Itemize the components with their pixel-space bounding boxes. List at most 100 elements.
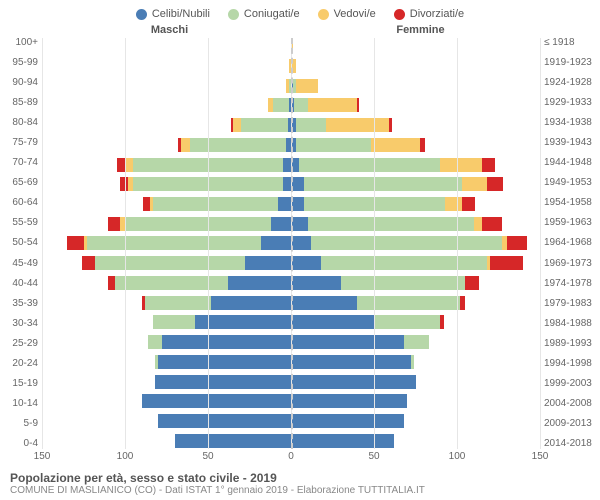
bar-segment (404, 335, 429, 349)
x-tick: 50 (368, 451, 379, 462)
bar-segment (148, 335, 161, 349)
bar-segment (283, 158, 291, 172)
bar-row-male (42, 156, 291, 172)
bar-row-female (291, 393, 540, 409)
females-half (291, 38, 540, 449)
year-label: ≤ 1918 (544, 38, 596, 48)
bar-row-male (42, 433, 291, 449)
year-label: 1934-1938 (544, 118, 596, 128)
bar-row-female (291, 137, 540, 153)
bar-segment (125, 217, 271, 231)
bar-row-female (291, 413, 540, 429)
bar-segment (95, 256, 244, 270)
bar-segment (241, 118, 287, 132)
bar-segment (125, 158, 133, 172)
legend-dot (228, 9, 239, 20)
age-label: 95-99 (4, 58, 38, 68)
bar-segment (341, 276, 466, 290)
age-label: 65-69 (4, 178, 38, 188)
bar-row-male (42, 58, 291, 74)
bar-segment (462, 197, 475, 211)
x-tick: 50 (202, 451, 213, 462)
bar-segment (304, 197, 445, 211)
bar-segment (482, 217, 502, 231)
bar-segment (291, 355, 411, 369)
bar-segment (108, 276, 115, 290)
year-label: 1949-1953 (544, 178, 596, 188)
bar-segment (326, 118, 389, 132)
bar-segment (153, 197, 278, 211)
bar-segment (291, 276, 341, 290)
bar-row-male (42, 97, 291, 113)
year-label: 1939-1943 (544, 138, 596, 148)
bar-segment (67, 236, 84, 250)
bar-segment (115, 276, 228, 290)
bar-segment (291, 217, 308, 231)
bar-segment (291, 236, 311, 250)
legend-dot (318, 9, 329, 20)
bar-row-male (42, 235, 291, 251)
bar-segment (291, 335, 404, 349)
age-label: 5-9 (4, 419, 38, 429)
males-title: Maschi (4, 24, 295, 36)
x-tick: 100 (117, 451, 134, 462)
bar-segment (228, 276, 291, 290)
age-label: 90-94 (4, 78, 38, 88)
bar-segment (311, 236, 502, 250)
bar-row-male (42, 216, 291, 232)
year-label: 1969-1973 (544, 259, 596, 269)
gender-titles: Maschi Femmine (4, 24, 596, 36)
bar-segment (490, 256, 523, 270)
legend-label: Vedovi/e (334, 8, 376, 20)
bar-segment (271, 217, 291, 231)
plot-area (42, 38, 540, 449)
bar-row-male (42, 334, 291, 350)
bar-row-female (291, 216, 540, 232)
legend-dot (394, 9, 405, 20)
bar-row-female (291, 77, 540, 93)
bar-segment (291, 256, 321, 270)
bar-segment (273, 98, 290, 112)
year-label: 1994-1998 (544, 359, 596, 369)
year-label: 1974-1978 (544, 279, 596, 289)
bar-segment (507, 236, 527, 250)
bar-segment (291, 315, 374, 329)
legend-item: Divorziati/e (394, 8, 464, 20)
x-tick: 0 (288, 451, 294, 462)
year-label: 2009-2013 (544, 419, 596, 429)
year-label: 1999-2003 (544, 379, 596, 389)
bar-segment (145, 296, 211, 310)
y-left-title: Fasce di età (0, 156, 3, 213)
bar-row-female (291, 38, 540, 54)
bar-row-female (291, 334, 540, 350)
bar-segment (261, 236, 291, 250)
bar-row-female (291, 156, 540, 172)
bar-segment (460, 296, 465, 310)
center-line (291, 38, 293, 449)
bar-row-female (291, 58, 540, 74)
bar-segment (291, 375, 416, 389)
legend-label: Divorziati/e (410, 8, 464, 20)
year-label: 1919-1923 (544, 58, 596, 68)
bar-row-male (42, 295, 291, 311)
bar-segment (291, 296, 357, 310)
bar-segment (120, 177, 128, 191)
age-label: 45-49 (4, 259, 38, 269)
bar-segment (296, 138, 371, 152)
bar-row-male (42, 176, 291, 192)
legend-label: Coniugati/e (244, 8, 300, 20)
bar-row-male (42, 413, 291, 429)
population-pyramid-chart: Celibi/NubiliConiugati/eVedovi/eDivorzia… (0, 0, 600, 500)
year-axis: ≤ 19181919-19231924-19281929-19331934-19… (540, 38, 596, 449)
x-tick: 150 (532, 451, 549, 462)
age-label: 60-64 (4, 198, 38, 208)
year-label: 1959-1963 (544, 218, 596, 228)
bar-segment (291, 434, 394, 448)
x-tick: 100 (449, 451, 466, 462)
age-label: 85-89 (4, 98, 38, 108)
bar-row-male (42, 275, 291, 291)
age-label: 20-24 (4, 359, 38, 369)
bar-segment (158, 355, 291, 369)
bar-row-female (291, 176, 540, 192)
bar-row-female (291, 235, 540, 251)
